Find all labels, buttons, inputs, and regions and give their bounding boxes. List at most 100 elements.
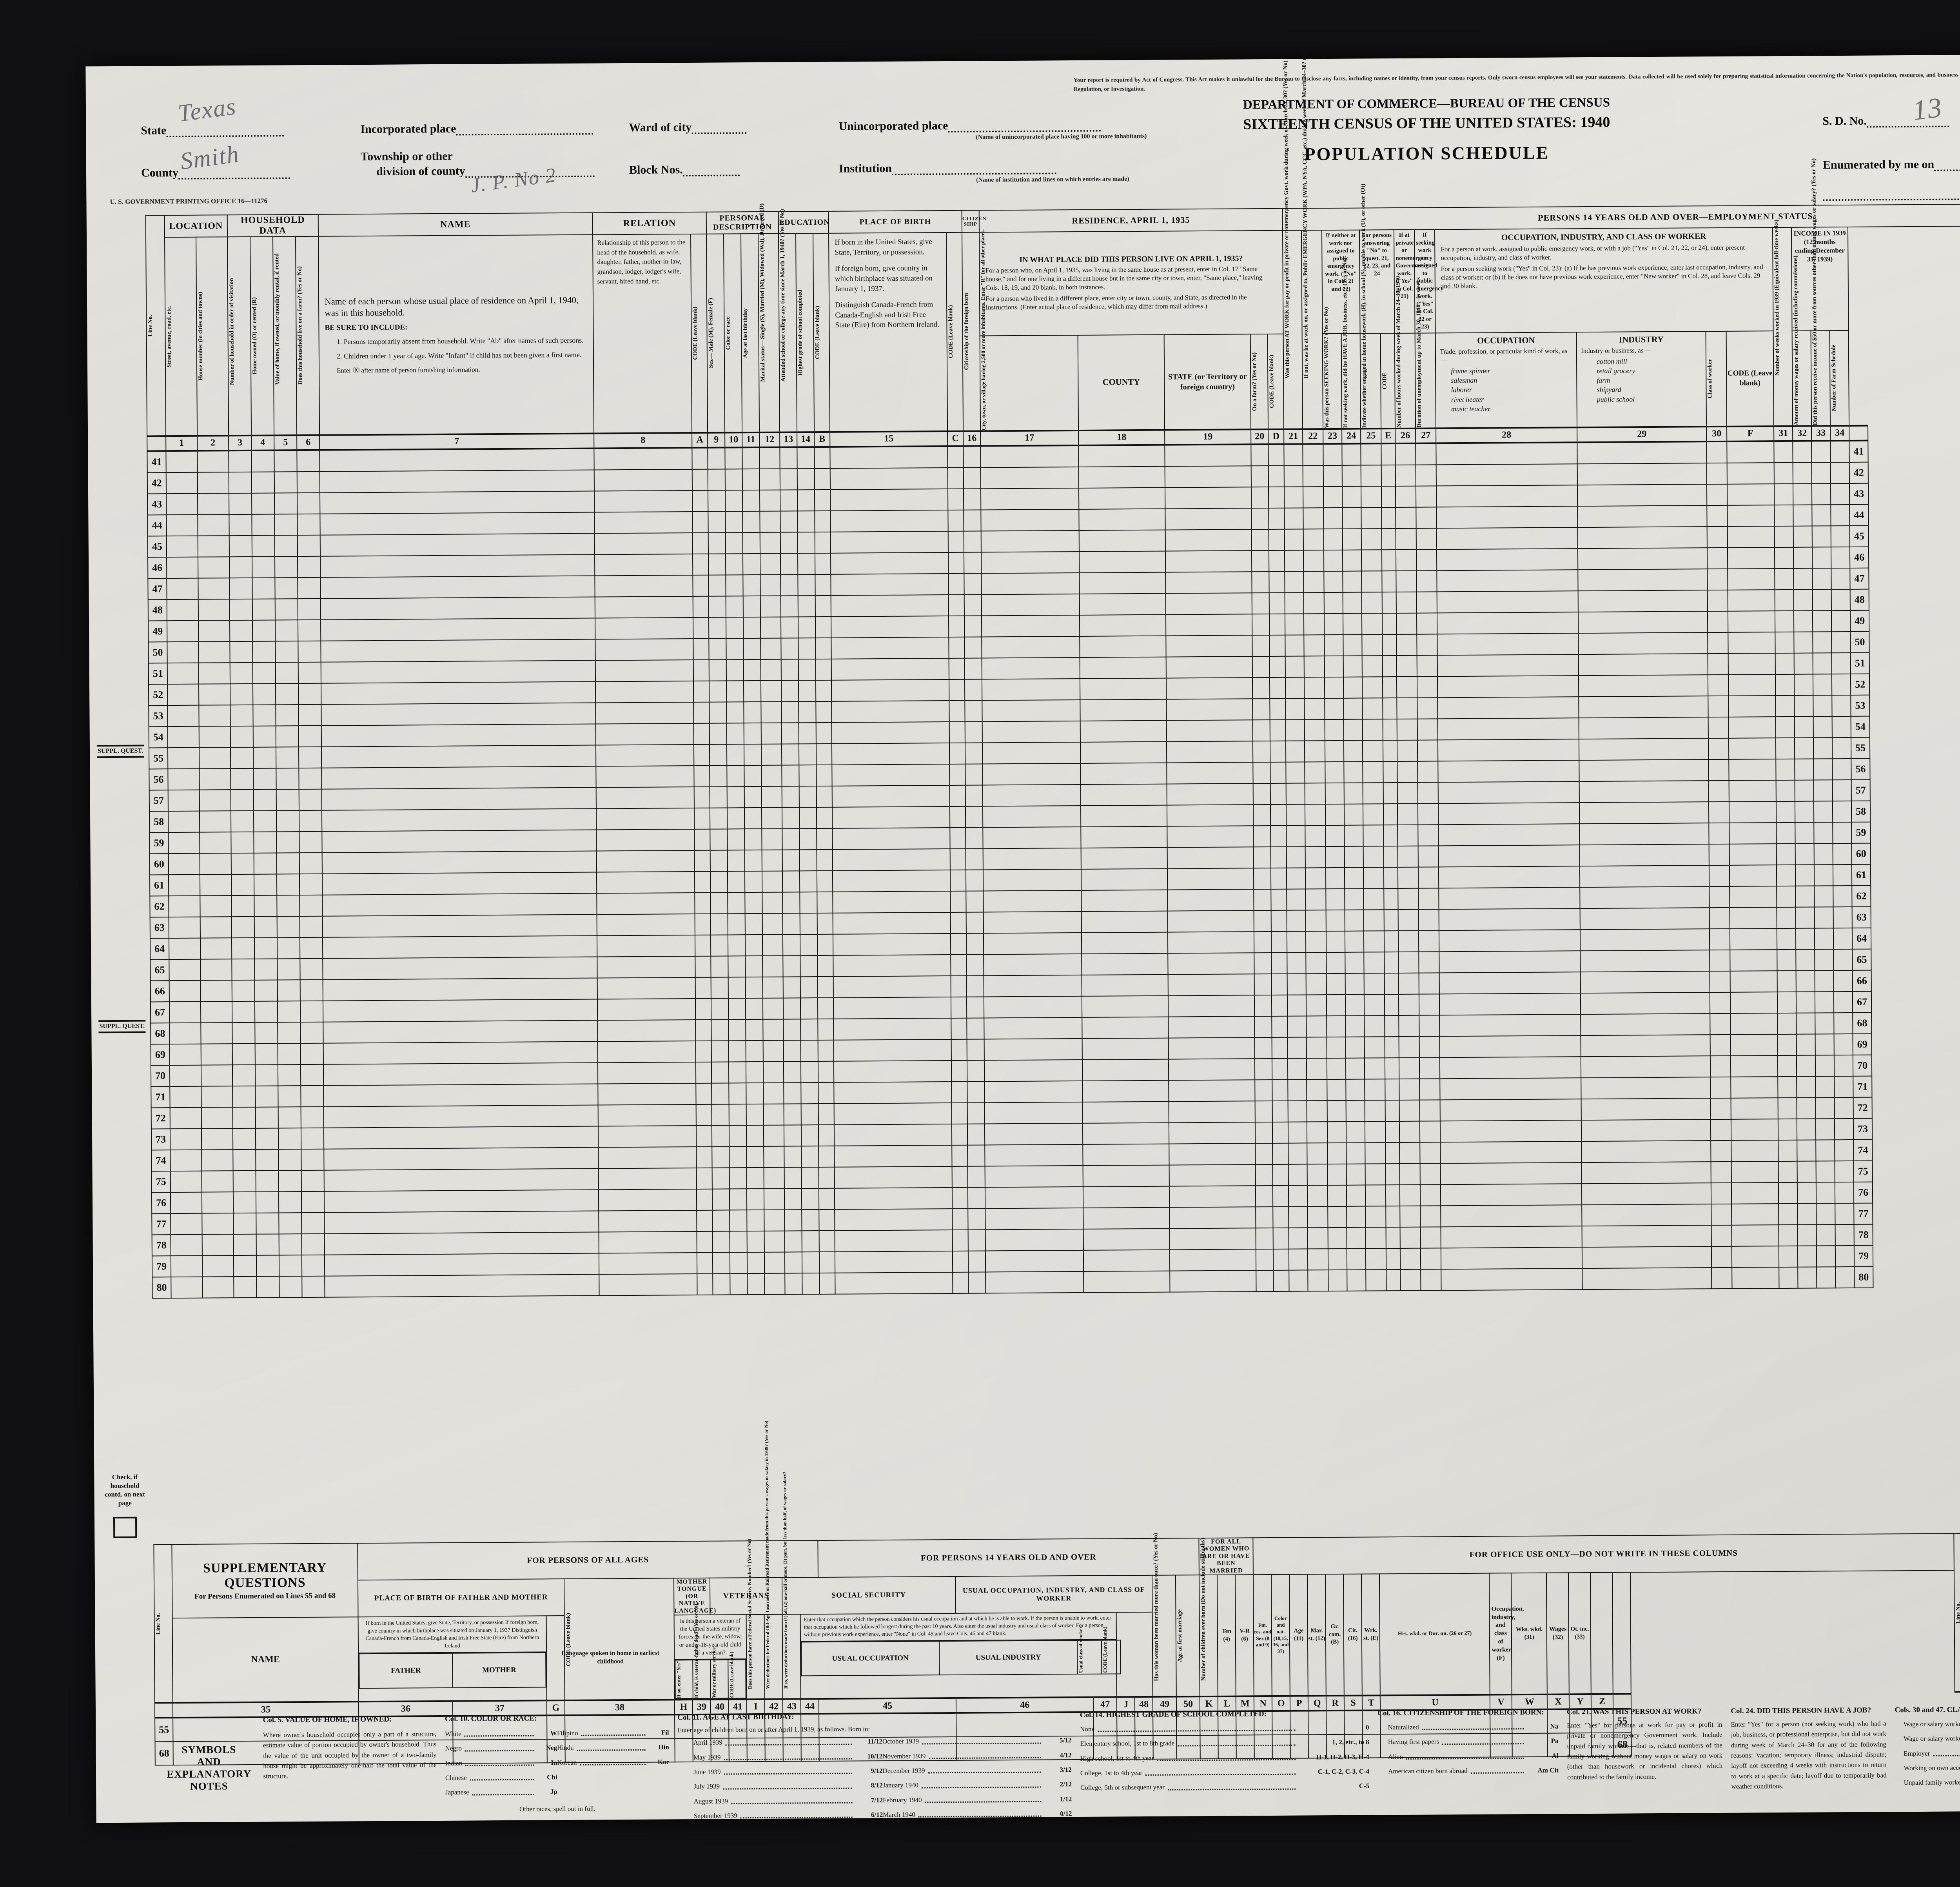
row-cell[interactable] [784,1230,802,1252]
row-cell[interactable] [1778,1076,1797,1098]
row-cell[interactable] [276,746,299,768]
row-cell[interactable] [301,1233,325,1255]
row-cell[interactable] [1327,1142,1347,1164]
row-cell[interactable] [1577,526,1708,548]
row-cell[interactable] [1323,443,1342,465]
row-cell[interactable] [742,532,760,554]
row-cell[interactable] [708,596,726,617]
row-cell[interactable] [1254,910,1271,932]
row-cell[interactable] [275,662,298,683]
row-cell[interactable] [1727,483,1775,505]
row-cell[interactable] [1287,931,1306,953]
row-cell[interactable] [1270,762,1286,783]
row-cell[interactable] [253,704,276,726]
row-cell[interactable] [1256,1270,1274,1291]
row-cell[interactable] [1080,678,1167,700]
row-cell[interactable] [301,1106,324,1128]
row-cell[interactable] [231,916,254,938]
row-cell[interactable] [1708,696,1729,717]
row-cell[interactable] [818,1019,834,1040]
row-cell[interactable] [1327,1015,1346,1037]
row-cell[interactable] [200,853,231,875]
row-cell[interactable] [1711,1182,1732,1204]
row-cell[interactable] [1731,1140,1779,1162]
row-cell[interactable] [300,1022,323,1043]
row-cell[interactable] [1284,465,1303,487]
row-cell[interactable] [254,916,277,938]
row-cell[interactable] [1385,1015,1399,1037]
row-cell[interactable] [1439,929,1581,952]
row-cell[interactable] [1363,782,1383,804]
row-cell[interactable] [1284,507,1303,529]
row-cell[interactable] [166,493,198,515]
row-cell[interactable] [275,598,298,620]
row-cell[interactable] [1362,740,1383,762]
row-cell[interactable] [727,828,745,850]
row-cell[interactable] [780,447,797,469]
row-cell[interactable] [692,447,708,469]
row-cell[interactable] [801,1082,818,1104]
row-cell[interactable] [230,683,253,705]
row-cell[interactable] [598,1083,696,1105]
row-cell[interactable] [323,1020,598,1043]
row-cell[interactable] [1303,550,1324,571]
row-cell[interactable] [201,1191,234,1213]
row-cell[interactable] [1168,1016,1255,1038]
row-cell[interactable] [1361,528,1382,550]
row-cell[interactable] [709,659,726,681]
row-cell[interactable] [966,912,984,934]
row-cell[interactable] [693,681,710,702]
row-cell[interactable] [168,768,200,790]
row-cell[interactable] [799,680,816,701]
row-cell[interactable] [1361,507,1382,529]
row-cell[interactable] [1083,1207,1170,1229]
row-cell[interactable] [252,619,276,641]
row-cell[interactable] [599,1252,697,1274]
row-cell[interactable] [1289,1227,1308,1249]
row-cell[interactable] [1777,907,1796,928]
row-cell[interactable] [1793,610,1813,632]
row-cell[interactable] [596,829,695,851]
row-cell[interactable] [1579,759,1709,781]
row-cell[interactable] [692,490,708,512]
row-cell[interactable] [966,996,984,1018]
row-cell[interactable] [274,450,297,472]
row-cell[interactable] [980,467,1079,489]
row-cell[interactable] [1081,890,1168,912]
row-cell[interactable] [1343,634,1362,656]
row-cell[interactable] [982,636,1080,658]
row-cell[interactable] [800,955,818,977]
row-cell[interactable] [692,511,708,533]
row-cell[interactable] [1287,1015,1307,1037]
row-cell[interactable] [815,659,832,680]
row-cell[interactable] [323,956,597,980]
row-cell[interactable] [167,599,199,621]
row-cell[interactable] [762,977,783,998]
row-cell[interactable] [1731,1119,1779,1141]
row-cell[interactable] [760,553,781,575]
row-cell[interactable] [763,1082,784,1104]
row-cell[interactable] [781,637,799,659]
row-cell[interactable] [1437,633,1579,655]
row-cell[interactable] [199,768,231,790]
row-cell[interactable] [780,489,798,511]
row-cell[interactable] [1167,762,1253,784]
row-cell[interactable] [1307,1164,1328,1185]
row-cell[interactable] [726,617,744,638]
row-cell[interactable] [819,1273,835,1294]
row-cell[interactable] [230,810,254,832]
row-cell[interactable] [1813,674,1832,696]
row-cell[interactable] [200,895,232,917]
row-cell[interactable] [833,997,951,1019]
row-cell[interactable] [830,467,948,490]
row-cell[interactable] [170,1150,202,1171]
row-cell[interactable] [229,514,252,536]
row-cell[interactable] [1361,465,1382,487]
cell-col13[interactable]: Attended school or college any time sinc… [779,209,797,432]
row-cell[interactable] [1710,992,1731,1013]
row-cell[interactable] [1327,1185,1347,1206]
row-cell[interactable] [325,1274,599,1297]
row-cell[interactable] [233,1234,256,1255]
row-cell[interactable] [818,1061,834,1082]
row-cell[interactable] [1796,1055,1816,1077]
